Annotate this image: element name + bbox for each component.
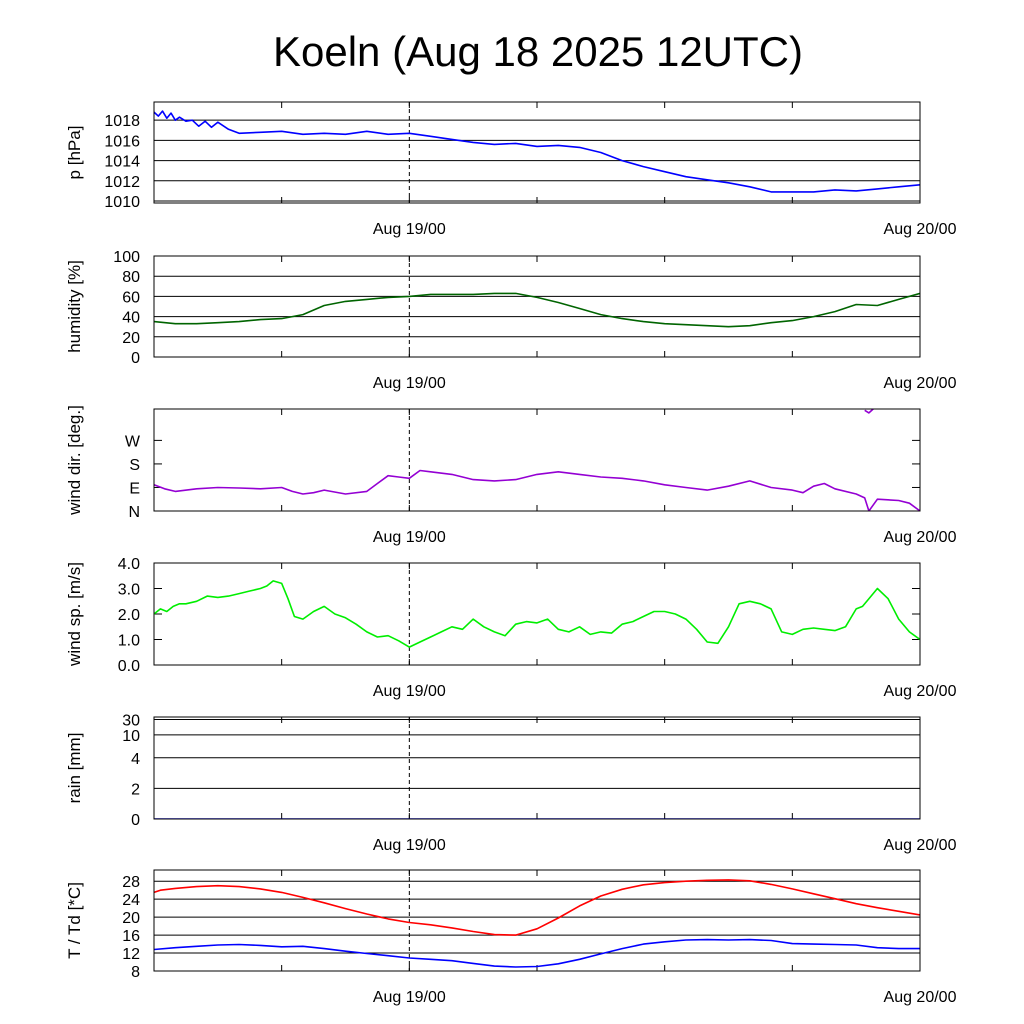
ytick-label-wind_speed: 0.0 [118, 658, 140, 675]
ylabel-temp_dewpoint: T / Td [*C] [65, 882, 84, 959]
ytick-label-temp_dewpoint: 24 [122, 892, 140, 909]
chart-title: Koeln (Aug 18 2025 12UTC) [273, 28, 803, 75]
panel-humidity: 0 20 40 60 80 100 Aug 19/00 Aug 20/00 humidity [… [65, 249, 957, 392]
xtick-label: Aug 19/00 [373, 529, 446, 546]
xtick-label: Aug 20/00 [884, 837, 957, 854]
ylabel-wind_speed: wind sp. [m/s] [65, 562, 84, 667]
ylabel-pressure: p [hPa] [65, 126, 84, 180]
panel-frame [153, 101, 921, 204]
ylabel-rain: rain [mm] [65, 733, 84, 804]
ytick-label-rain: 10 [122, 728, 140, 745]
ytick-label-wind_speed: 1.0 [118, 633, 140, 650]
ytick-label-humidity: 0 [131, 350, 140, 367]
xtick-label: Aug 20/00 [884, 375, 957, 392]
panel-frame [153, 562, 921, 666]
ytick-label-wind_speed: 2.0 [118, 607, 140, 624]
ytick-label-pressure: 1018 [104, 113, 140, 130]
ytick-label-humidity: 20 [122, 330, 140, 347]
xtick-label: Aug 19/00 [373, 221, 446, 238]
ytick-label-rain: 30 [122, 713, 140, 730]
series-line-wind-direction-wrapped- [864, 409, 874, 414]
xtick-label: Aug 20/00 [884, 529, 957, 546]
panel-frame [153, 869, 921, 972]
ytick-label-temp_dewpoint: 28 [122, 874, 140, 891]
series-line-wind-speed [154, 580, 920, 648]
ytick-label-humidity: 40 [122, 310, 140, 327]
ytick-label-humidity: 100 [113, 249, 140, 266]
ytick-label-wind_dir: N [128, 504, 140, 521]
xtick-label: Aug 20/00 [884, 221, 957, 238]
xtick-label: Aug 20/00 [884, 989, 957, 1006]
series-line-humidity [154, 292, 920, 328]
panel-pressure: 1010 1012 1014 1016 1018 Aug 19/00 Aug 20/00 p … [65, 101, 957, 238]
xtick-label: Aug 20/00 [884, 683, 957, 700]
xtick-label: Aug 19/00 [373, 837, 446, 854]
ylabel-wind_dir: wind dir. [deg.] [65, 405, 84, 516]
ytick-label-rain: 4 [131, 751, 140, 768]
series-line-wind-direction [154, 469, 920, 511]
panel-frame [153, 716, 921, 820]
ytick-label-pressure: 1014 [104, 154, 140, 171]
series-line-dewpoint [154, 938, 920, 968]
ytick-label-pressure: 1016 [104, 133, 140, 150]
ytick-label-temp_dewpoint: 12 [122, 946, 140, 963]
xtick-label: Aug 19/00 [373, 989, 446, 1006]
ytick-label-humidity: 80 [122, 269, 140, 286]
ytick-label-wind_dir: S [129, 457, 140, 474]
ylabel-humidity: humidity [%] [65, 260, 84, 353]
xtick-label: Aug 19/00 [373, 375, 446, 392]
ytick-label-humidity: 60 [122, 289, 140, 306]
xtick-label: Aug 19/00 [373, 683, 446, 700]
ytick-label-rain: 2 [131, 781, 140, 798]
panel-wind_speed: 0.0 1.0 2.0 3.0 4.0 Aug 19/00 Aug 20/00 wind sp… [65, 556, 957, 700]
ytick-label-temp_dewpoint: 16 [122, 928, 140, 945]
ytick-label-pressure: 1010 [104, 194, 140, 211]
panel-frame [153, 255, 921, 358]
ytick-label-wind_speed: 4.0 [118, 556, 140, 573]
ytick-label-temp_dewpoint: 8 [131, 964, 140, 981]
ytick-label-rain: 0 [131, 812, 140, 829]
ytick-label-wind_speed: 3.0 [118, 582, 140, 599]
ytick-label-temp_dewpoint: 20 [122, 910, 140, 927]
ytick-label-wind_dir: E [129, 480, 140, 497]
series-line-temperature [154, 879, 920, 936]
panel-frame [153, 408, 921, 512]
ytick-label-wind_dir: W [125, 433, 141, 450]
series-line-pressure [154, 110, 920, 193]
ytick-label-pressure: 1012 [104, 174, 140, 191]
